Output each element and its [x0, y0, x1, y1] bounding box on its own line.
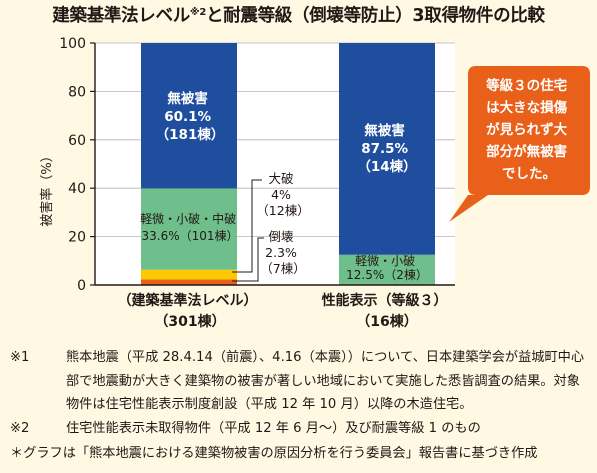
bar-1-segment-3	[141, 188, 237, 270]
bar-2-segment-4	[339, 43, 435, 255]
note-1-text: 熊本地震（平成 28.4.14（前震）、4.16（本震））について、日本建築学会…	[66, 350, 585, 412]
bar1-collapse-label: 倒壊 2.3% （7棟）	[260, 229, 305, 276]
leader-collapse	[232, 237, 264, 282]
y-tick-labels: 0 20 40 60 80 100	[59, 36, 95, 294]
y-tick-label-40: 40	[68, 181, 86, 197]
bars	[141, 43, 435, 285]
note-1-mark: ※1	[10, 350, 30, 365]
y-tick-label-100: 100	[59, 36, 86, 52]
bar-1-segment-4	[141, 43, 237, 189]
note-2: ※2 住宅性能表示未取得物件（平成 12 年 6 月～）及び耐震等級 1 のもの	[10, 417, 590, 441]
callout-text: 等級３の住宅 は大きな損傷 が見られず大 部分が無被害 でした。	[486, 77, 572, 182]
note-2-text: 住宅性能表示未取得物件（平成 12 年 6 月～）及び耐震等級 1 のもの	[66, 420, 481, 436]
y-axis-label: 被害率（%）	[39, 149, 55, 226]
y-tick-label-20: 20	[68, 230, 86, 246]
bar2-minor-label: 軽微・小破 12.5%（2棟）	[346, 253, 428, 282]
bar-2-segment-3	[339, 254, 435, 285]
y-tick-label-60: 60	[68, 133, 86, 149]
y-tick-label-80: 80	[68, 84, 86, 100]
chart-title: 建築基準法レベル※2と耐震等級（倒壊等防止）3取得物件の比較	[52, 6, 545, 26]
axes	[94, 43, 455, 286]
bar-1-segment-1	[141, 279, 237, 285]
stacked-bar-chart: 0 20 40 60 80 100 被害率（%） 無被害 60.1% （181棟） 軽微・…	[39, 36, 590, 330]
callout: 等級３の住宅 は大きな損傷 が見られず大 部分が無被害 でした。	[449, 66, 590, 222]
notes: ※1 熊本地震（平成 28.4.14（前震）、4.16（本震））について、日本建築…	[10, 346, 590, 466]
leader-lines	[232, 179, 264, 282]
bar-1-segment-2	[141, 269, 237, 280]
bar1-minor-label: 軽微・小破・中破 33.6%（101棟）	[140, 211, 240, 243]
category-label-1: （建築基準法レベル） （301棟）	[118, 292, 263, 330]
callout-bubble	[449, 66, 590, 222]
category-label-2: 性能表示（等級３） （16棟）	[322, 292, 453, 330]
bar1-none-label: 無被害 60.1% （181棟）	[156, 90, 225, 143]
bar1-major-label: 大破 4% （12棟）	[256, 171, 309, 218]
note-1: ※1 熊本地震（平成 28.4.14（前震）、4.16（本震））について、日本建築…	[10, 346, 590, 417]
y-tick-label-0: 0	[77, 278, 86, 294]
footer-note: ＊グラフは「熊本地震における建築物被害の原因分析を行う委員会」報告書に基づき作成	[10, 446, 538, 461]
note-2-mark: ※2	[10, 420, 30, 436]
bar2-none-label: 無被害 87.5% （14棟）	[357, 122, 416, 175]
leader-major	[232, 179, 262, 273]
